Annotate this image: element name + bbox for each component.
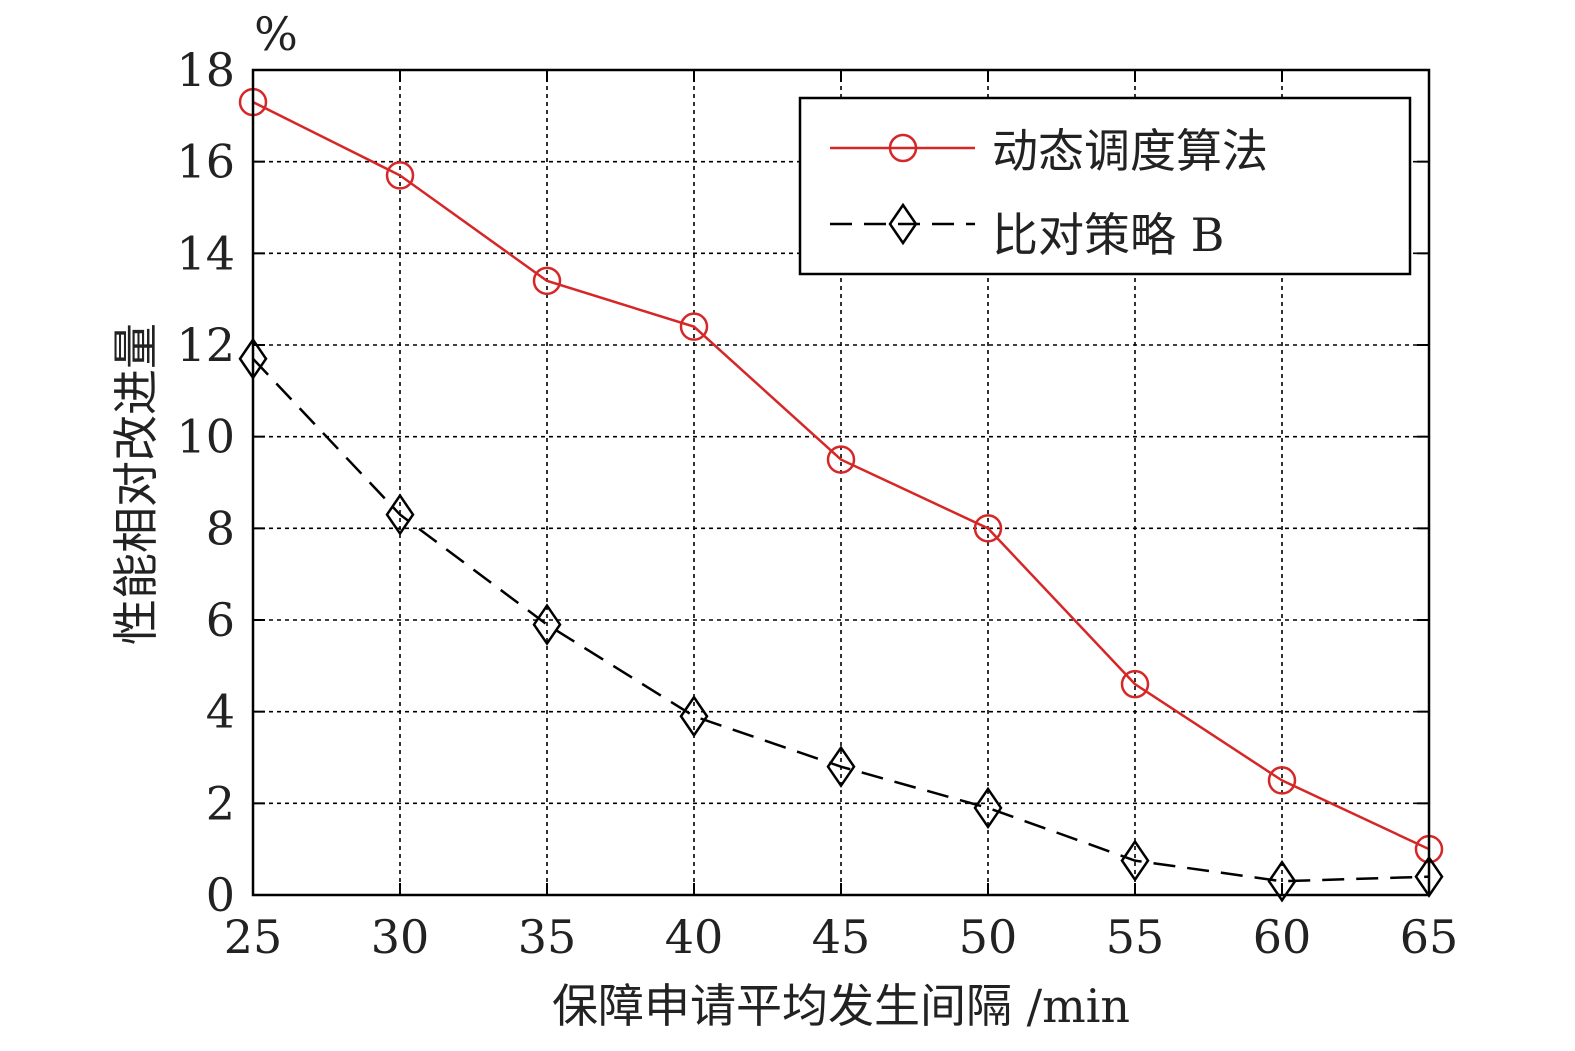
series-1-point xyxy=(385,161,415,190)
y-tick-label: 4 xyxy=(206,685,235,739)
legend-sample-series-1 xyxy=(830,133,975,163)
y-axis-label: 性能相对改进量 xyxy=(109,323,163,645)
series-2-point xyxy=(1267,860,1297,903)
y-tick-label: 12 xyxy=(176,318,235,372)
x-tick-label: 45 xyxy=(812,910,871,964)
series-1-point xyxy=(679,312,709,341)
x-tick-label: 35 xyxy=(518,910,577,964)
y-tick-label: 0 xyxy=(206,868,235,922)
series-1-point xyxy=(973,514,1003,543)
axis-ticks: 25 30 35 40 45 50 55 60 65 0 2 4 6 8 10 12 14 16 18 xyxy=(176,43,1458,964)
series-2-point xyxy=(826,745,856,788)
legend-label-series-2: 比对策略 B xyxy=(992,208,1224,262)
x-tick-label: 30 xyxy=(371,910,430,964)
series-2-point xyxy=(385,493,415,536)
series-2-line xyxy=(252,357,1430,883)
series-2-point xyxy=(973,786,1003,830)
series-2-point xyxy=(679,695,709,738)
series-1-point xyxy=(826,445,856,474)
legend-label-series-1: 动态调度算法 xyxy=(992,124,1268,178)
series-1-point xyxy=(532,266,562,296)
x-tick-label: 40 xyxy=(665,910,724,964)
legend-sample-series-2 xyxy=(830,202,975,246)
x-tick-label: 50 xyxy=(959,910,1018,964)
y-tick-label: 8 xyxy=(206,501,235,555)
series-1-line xyxy=(252,100,1430,851)
x-tick-label: 25 xyxy=(224,910,283,964)
y-tick-label: 18 xyxy=(176,43,235,97)
legend-marker xyxy=(888,133,918,163)
y-unit-label: % xyxy=(254,7,298,61)
series-1-point xyxy=(1120,669,1150,699)
y-tick-label: 6 xyxy=(206,593,235,647)
y-tick-label: 2 xyxy=(206,776,235,830)
x-tick-label: 60 xyxy=(1253,910,1312,964)
y-tick-label: 14 xyxy=(176,226,235,280)
x-axis-label: 保障申请平均发生间隔 /min xyxy=(552,979,1130,1033)
legend-marker xyxy=(888,202,918,246)
legend: 动态调度算法 比对策略 B xyxy=(798,96,1412,276)
series-2-point xyxy=(1120,839,1150,882)
y-tick-label: 10 xyxy=(176,410,235,464)
x-tick-label: 55 xyxy=(1106,910,1165,964)
series-1-point xyxy=(1267,766,1297,795)
x-tick-label: 65 xyxy=(1400,910,1459,964)
y-tick-label: 16 xyxy=(176,135,235,189)
series-2-point xyxy=(532,603,562,646)
legend-box xyxy=(798,96,1412,276)
series-2 xyxy=(238,337,1444,903)
